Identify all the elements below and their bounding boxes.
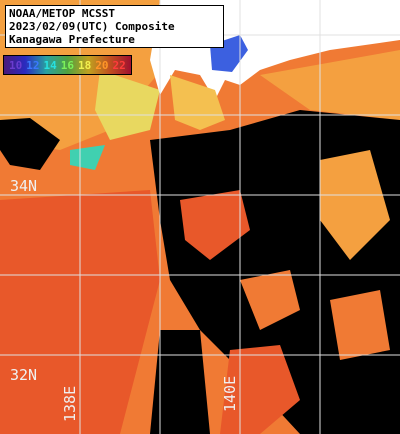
- sea-patch: [180, 190, 250, 260]
- title-line: 2023/02/09(UTC) Composite: [9, 20, 175, 33]
- title-box: NOAA/METOP MCSST 2023/02/09(UTC) Composi…: [5, 5, 224, 48]
- sea-patch: [320, 150, 390, 260]
- lon-label: 138E: [61, 386, 79, 422]
- color-legend: 10 12 14 16 18 20 22: [3, 55, 132, 75]
- title-line: NOAA/METOP MCSST: [9, 7, 115, 20]
- sea-patch: [330, 290, 390, 360]
- legend-label: 14: [43, 58, 57, 72]
- lat-label: 32N: [10, 366, 37, 384]
- coastal-water: [260, 50, 400, 120]
- title-line: Kanagawa Prefecture: [9, 33, 135, 46]
- legend-label: 16: [60, 58, 74, 72]
- legend-label: 12: [26, 58, 40, 72]
- legend-label: 22: [112, 58, 126, 72]
- sea-patch: [240, 270, 300, 330]
- coastal-water: [170, 75, 225, 130]
- cloud-mask: [150, 330, 210, 434]
- lat-label: 34N: [10, 177, 37, 195]
- cold-water: [70, 145, 105, 170]
- lon-label: 140E: [221, 376, 239, 412]
- legend-label: 18: [78, 58, 92, 72]
- cloud-mask: [0, 118, 60, 170]
- legend-label: 10: [9, 58, 23, 72]
- cold-water: [95, 70, 160, 140]
- legend-label: 20: [95, 58, 109, 72]
